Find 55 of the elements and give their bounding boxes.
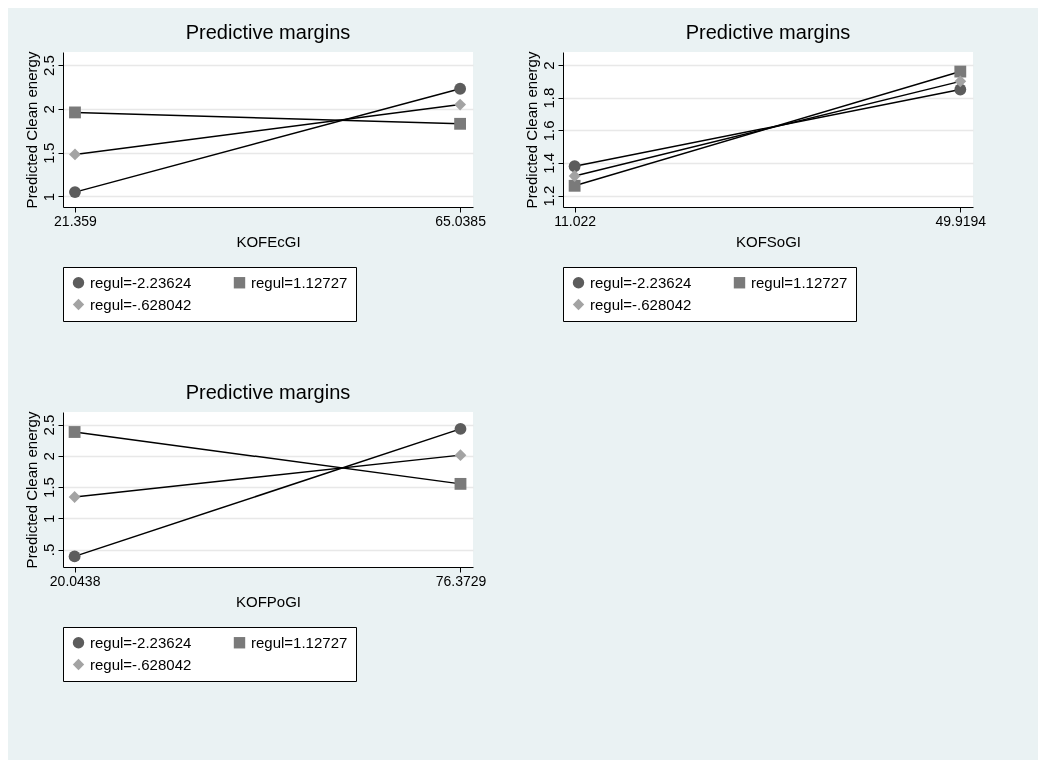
- x-tick-label: 21.359: [54, 212, 98, 229]
- y-tick-label: 1: [39, 192, 57, 202]
- y-tick-label: 1.2: [539, 185, 557, 207]
- legend-label: regul=-2.23624: [90, 273, 192, 291]
- x-tick-label: 11.022: [554, 212, 597, 229]
- point: [68, 426, 81, 438]
- point: [69, 186, 81, 199]
- y-axis-title: Predicted Clean energy: [22, 51, 40, 209]
- y-tick-label: 1.5: [39, 142, 57, 164]
- x-axis-title: KOFEcGI: [236, 232, 301, 250]
- y-tick-label: 1.6: [539, 120, 557, 142]
- point: [68, 491, 81, 503]
- point: [454, 82, 467, 95]
- legend-label: regul=-.628042: [90, 655, 192, 673]
- y-tick-label: 2.5: [39, 414, 57, 436]
- point: [454, 449, 467, 462]
- legend-label: regul=1.12727: [751, 273, 848, 291]
- x-axis-title: KOFSoGI: [735, 232, 802, 250]
- legend-label: regul=1.12727: [251, 633, 348, 651]
- y-tick-label: 2.5: [39, 55, 57, 77]
- point: [454, 477, 467, 490]
- y-tick-label: 2: [39, 452, 57, 461]
- x-tick-label: 20.0438: [49, 572, 101, 589]
- point: [568, 160, 581, 173]
- y-axis-title: Predicted Clean energy: [22, 411, 40, 569]
- y-tick-label: 2: [539, 61, 557, 70]
- point: [454, 98, 467, 111]
- y-tick-label: .5: [39, 543, 57, 557]
- point: [954, 65, 967, 78]
- y-tick-label: 1.4: [539, 153, 557, 174]
- y-tick-label: 1.8: [539, 87, 557, 109]
- chart-title: Predictive margins: [185, 21, 351, 44]
- x-tick-label: 65.0385: [435, 212, 487, 229]
- legend-label: regul=-.628042: [590, 295, 692, 313]
- point: [568, 170, 581, 182]
- point: [954, 75, 967, 88]
- point: [69, 106, 81, 119]
- y-tick-label: 1: [39, 514, 57, 523]
- point: [454, 117, 467, 130]
- point: [68, 550, 81, 563]
- chart-title: Predictive margins: [185, 381, 351, 404]
- point: [568, 179, 581, 192]
- y-axis-title: Predicted Clean energy: [522, 51, 540, 209]
- x-axis-title: KOFPoGI: [235, 592, 302, 610]
- x-tick-label: 49.9194: [935, 212, 987, 229]
- point: [69, 148, 81, 161]
- point: [454, 422, 467, 435]
- legend-label: regul=-2.23624: [90, 633, 192, 651]
- chart-title: Predictive margins: [685, 21, 851, 44]
- legend-label: regul=-.628042: [90, 295, 192, 313]
- legend-label: regul=-2.23624: [590, 273, 692, 291]
- legend-label: regul=1.12727: [251, 273, 348, 291]
- x-tick-label: 76.3729: [435, 572, 487, 589]
- y-tick-label: 2: [39, 105, 57, 114]
- y-tick-label: 1.5: [39, 477, 57, 498]
